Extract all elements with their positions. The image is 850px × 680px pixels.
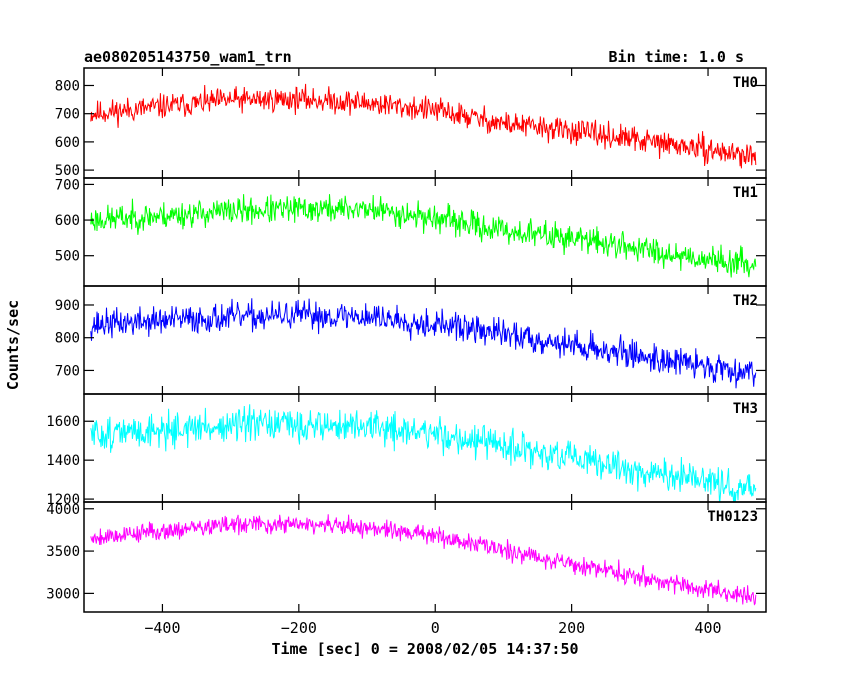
y-tick-label: 700 (55, 363, 80, 379)
x-tick-label: −400 (144, 619, 180, 637)
y-tick-label: 500 (55, 249, 80, 265)
panel-th1: 500 600 700 TH1 (55, 177, 767, 287)
panel-th0123: 3000 3500 4000 TH0123 (46, 501, 767, 613)
panel-th0: 500 600 700 800 TH0 (55, 67, 767, 179)
bin-time-label: Bin time: 1.0 s (609, 48, 744, 66)
y-tick-label: 1600 (46, 414, 80, 430)
series-label-th0: TH0 (733, 75, 758, 91)
y-tick-label: 500 (55, 163, 80, 179)
y-tick-label: 600 (55, 135, 80, 151)
x-tick-label: 200 (558, 619, 585, 637)
y-tick-label: 900 (55, 298, 80, 314)
y-tick-label: 800 (55, 331, 80, 347)
series-line-th2 (90, 298, 757, 389)
y-tick-label: 3500 (46, 544, 80, 560)
panel-frame (83, 67, 767, 179)
x-axis-label: Time [sec] 0 = 2008/02/05 14:37:50 (271, 640, 578, 658)
chart-title: ae080205143750_wam1_trn (84, 48, 292, 66)
y-axis-label: Counts/sec (4, 300, 22, 390)
panel-frame (83, 501, 767, 613)
x-tick-label: −200 (281, 619, 317, 637)
series-label-th3: TH3 (733, 401, 758, 417)
series-label-th1: TH1 (733, 185, 758, 201)
series-line-th0123 (90, 514, 757, 606)
y-tick-label: 600 (55, 213, 80, 229)
panels-group: 500 600 700 800 TH0 500 600 700 TH1 700 800 900 TH2 1… (46, 67, 767, 637)
y-tick-label: 1200 (46, 492, 80, 508)
series-label-th0123: TH0123 (707, 509, 758, 525)
series-line-th3 (90, 404, 757, 502)
y-tick-label: 4000 (46, 502, 80, 518)
x-tick-label: 400 (694, 619, 721, 637)
panel-th3: 1200 1400 1600 TH3 (46, 393, 767, 508)
panel-frame (83, 177, 767, 287)
x-tick-label: 0 (431, 619, 440, 637)
y-tick-label: 3000 (46, 586, 80, 602)
panel-frame (83, 393, 767, 503)
panel-frame (83, 285, 767, 395)
series-line-th1 (90, 194, 757, 278)
y-tick-label: 700 (55, 177, 80, 193)
y-tick-label: 1400 (46, 453, 80, 469)
y-tick-label: 800 (55, 78, 80, 94)
series-label-th2: TH2 (733, 293, 758, 309)
series-line-th0 (90, 83, 757, 169)
y-tick-label: 700 (55, 107, 80, 123)
panel-th2: 700 800 900 TH2 (55, 285, 767, 395)
